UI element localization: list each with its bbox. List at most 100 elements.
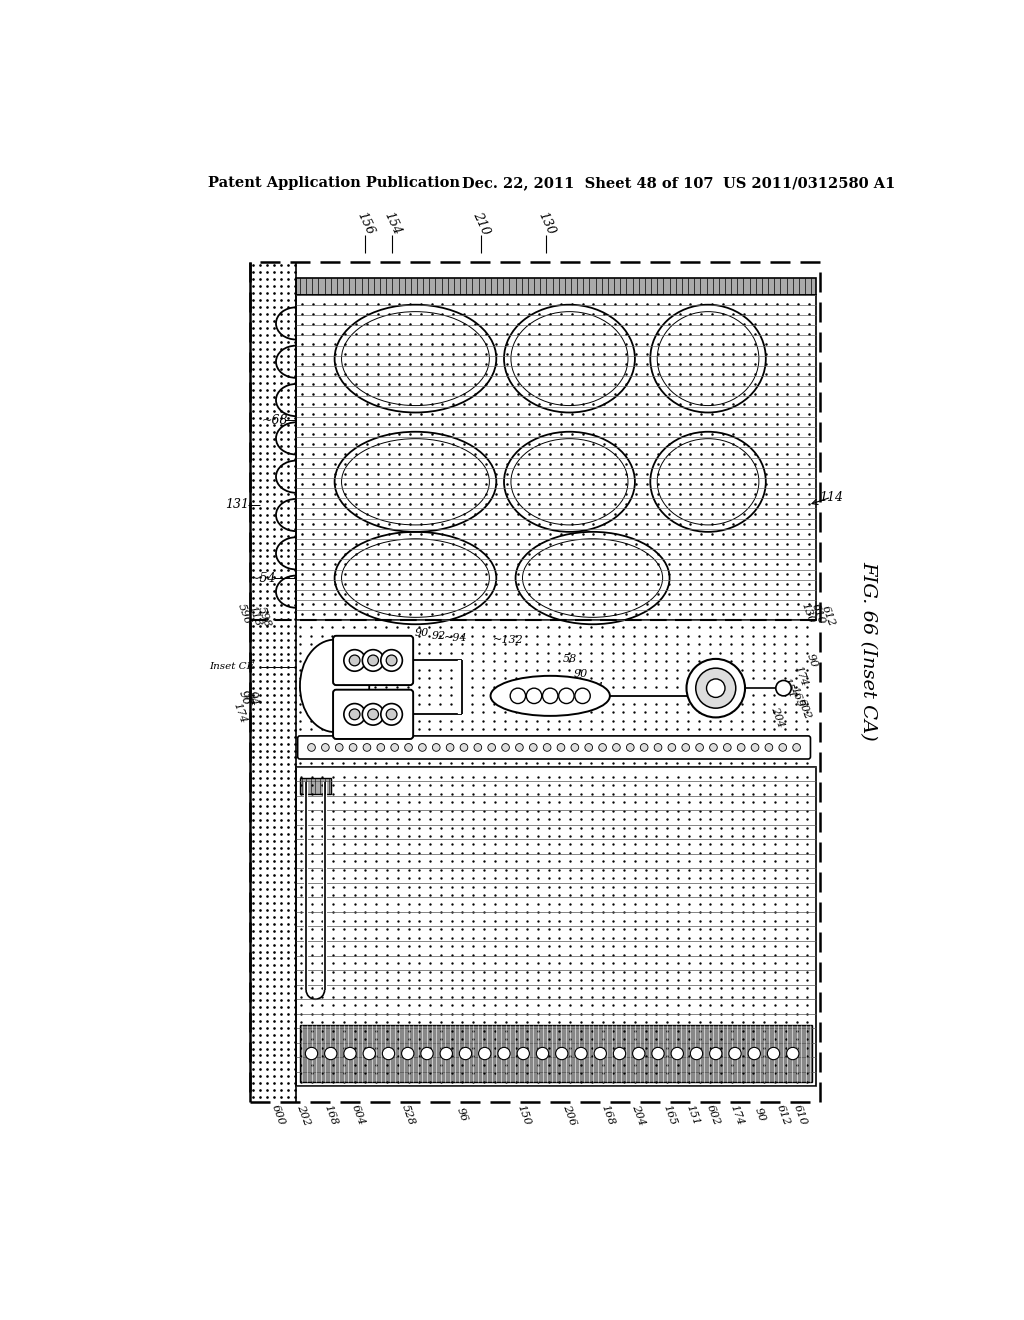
Circle shape [767,1047,779,1060]
Circle shape [557,743,565,751]
Text: 600: 600 [270,1104,287,1126]
Text: 204: 204 [769,705,785,729]
Bar [296,277,816,294]
Text: 610: 610 [793,1104,809,1126]
FancyBboxPatch shape [333,689,413,739]
Text: US 2011/0312580 A1: US 2011/0312580 A1 [724,176,896,190]
Circle shape [729,1047,741,1060]
Circle shape [460,1047,472,1060]
Bar [300,1024,812,1082]
Text: 114: 114 [819,491,843,504]
Circle shape [419,743,426,751]
Text: 90: 90 [573,669,588,680]
Circle shape [710,1047,722,1060]
Text: 598: 598 [256,606,272,630]
Text: ~132: ~132 [493,635,523,644]
Circle shape [362,704,384,725]
Text: 612: 612 [820,605,837,627]
Circle shape [440,1047,453,1060]
Circle shape [349,655,360,665]
FancyBboxPatch shape [333,636,413,685]
Circle shape [510,688,525,704]
Circle shape [765,743,773,751]
Circle shape [517,1047,529,1060]
Circle shape [612,743,621,751]
Circle shape [695,743,703,751]
Text: 168: 168 [323,1104,339,1126]
Circle shape [594,1047,606,1060]
Text: 130: 130 [800,601,816,624]
Text: 154: 154 [381,210,403,238]
Text: 202: 202 [296,1104,312,1126]
Circle shape [574,688,590,704]
Text: 528: 528 [399,1104,416,1126]
FancyBboxPatch shape [298,737,810,759]
Text: 204: 204 [631,1104,647,1126]
Circle shape [752,743,759,751]
Circle shape [654,743,662,751]
Circle shape [695,668,736,708]
Circle shape [336,743,343,751]
Circle shape [386,655,397,665]
Text: 604: 604 [349,1104,366,1126]
Circle shape [559,688,574,704]
Circle shape [377,743,385,751]
Ellipse shape [300,640,370,733]
Circle shape [776,681,792,696]
Bar [250,263,819,1102]
Circle shape [786,1047,799,1060]
Circle shape [421,1047,433,1060]
Circle shape [652,1047,665,1060]
Text: 174: 174 [582,682,603,693]
Text: Inset CE: Inset CE [210,663,255,671]
Circle shape [498,1047,510,1060]
Text: ~68: ~68 [262,413,289,426]
Text: 90: 90 [805,652,819,669]
Text: 174: 174 [793,664,809,688]
Text: 150: 150 [515,1104,531,1126]
Text: 210: 210 [470,210,492,238]
Circle shape [391,743,398,751]
Circle shape [515,743,523,751]
Text: 90: 90 [415,628,429,639]
Text: 165: 165 [662,1104,678,1126]
Bar [296,294,816,620]
Circle shape [325,1047,337,1060]
Text: 58: 58 [562,653,577,664]
Circle shape [404,743,413,751]
Text: 174: 174 [728,1104,744,1126]
Circle shape [633,1047,645,1060]
Text: 131: 131 [225,499,249,511]
Text: 156: 156 [354,210,377,238]
Text: 602: 602 [796,697,813,721]
Text: 596: 596 [237,602,253,626]
Text: ~94: ~94 [443,634,467,643]
Circle shape [668,743,676,751]
Circle shape [478,1047,490,1060]
Circle shape [556,1047,568,1060]
Circle shape [779,743,786,751]
Text: 206: 206 [561,1104,578,1126]
Circle shape [344,1047,356,1060]
Circle shape [305,1047,317,1060]
Text: 96: 96 [236,688,253,706]
Circle shape [627,743,634,751]
Text: 610: 610 [810,602,826,626]
Text: 151: 151 [684,1104,701,1126]
Bar [300,779,331,793]
Circle shape [307,743,315,751]
Text: 90: 90 [753,1106,767,1123]
Circle shape [682,743,689,751]
Circle shape [613,1047,626,1060]
Circle shape [724,743,731,751]
Circle shape [690,1047,702,1060]
Circle shape [487,743,496,751]
Text: 165: 165 [788,685,805,709]
Circle shape [686,659,745,718]
Text: ~54: ~54 [250,572,276,585]
Circle shape [382,1047,394,1060]
Bar [296,767,816,1086]
Circle shape [749,1047,761,1060]
Text: 94: 94 [244,689,261,709]
Text: 130: 130 [536,210,557,238]
